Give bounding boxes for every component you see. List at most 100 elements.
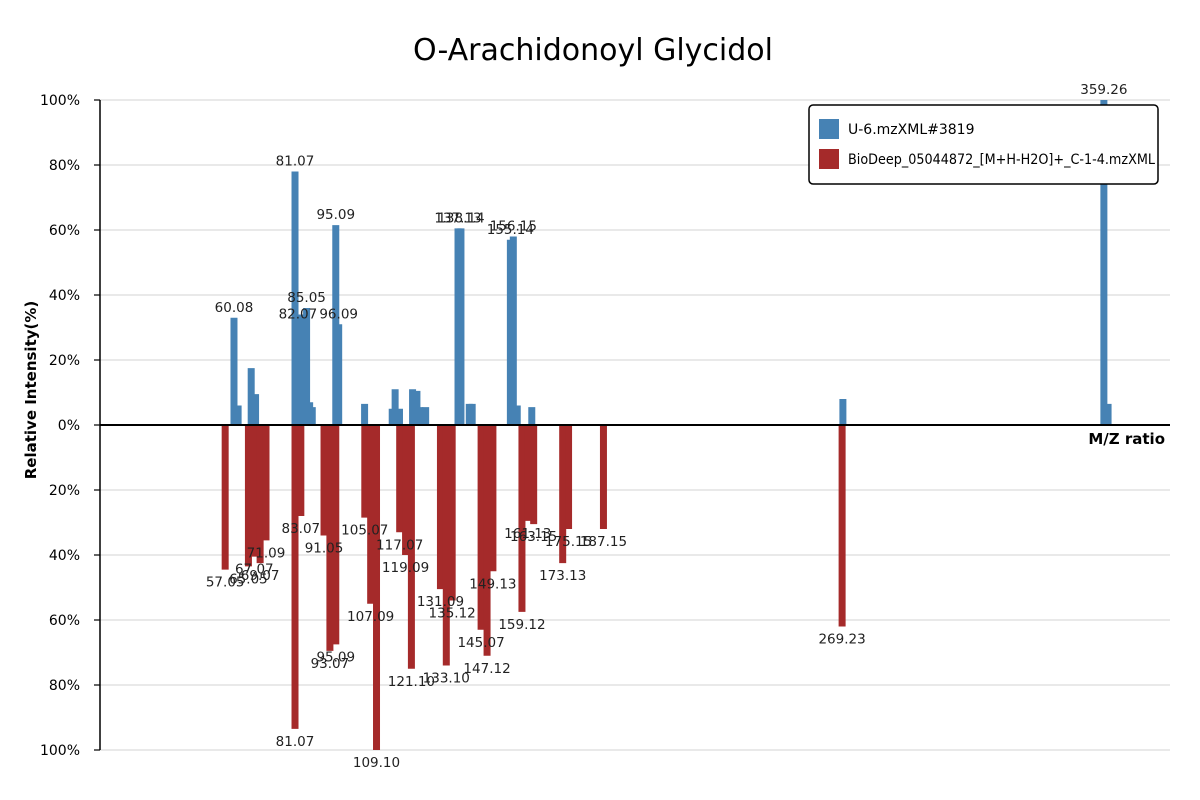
reference-peak-label: 83.07 [282, 521, 321, 537]
y-tick-label: 40% [49, 548, 80, 564]
reference-peak-label: 131.09 [417, 594, 464, 610]
query-peak-bar [839, 399, 847, 425]
reference-peak-label: 119.09 [382, 560, 429, 576]
reference-peak-bar [256, 425, 264, 564]
query-peak-bar [1100, 100, 1108, 425]
reference-peak-bar [530, 425, 538, 525]
reference-peak-label: 135.12 [429, 606, 476, 622]
y-tick-label: 20% [49, 353, 80, 369]
reference-peak-label: 105.07 [341, 523, 388, 539]
query-peak-label: 359.26 [1080, 82, 1127, 98]
reference-peak-label: 187.15 [580, 534, 627, 550]
reference-peak-bar [373, 425, 381, 750]
reference-peak-label: 67.07 [235, 562, 274, 578]
reference-peak-label: 133.10 [423, 671, 470, 687]
reference-peak-label: 269.23 [818, 632, 865, 648]
legend-box [808, 104, 1159, 185]
reference-peak-bar [559, 425, 567, 564]
query-peak-label: 137.13 [434, 210, 481, 226]
query-peak-bar [395, 408, 403, 425]
query-peak-label: 85.05 [287, 290, 326, 306]
legend-label-query: U-6.mzXML#3819 [848, 122, 974, 138]
query-peak-label: 60.08 [215, 300, 254, 316]
reference-peak-bar [524, 425, 532, 521]
reference-peak-bar [396, 425, 404, 533]
reference-peak-label: 109.10 [353, 755, 400, 771]
query-peak-bar [468, 403, 476, 425]
legend-swatch-query [819, 119, 839, 139]
query-peak-bar [234, 405, 242, 425]
reference-peak-bar [402, 425, 410, 555]
query-peak-label: 82.07 [279, 306, 318, 322]
query-peak-bar [416, 407, 424, 425]
reference-peak-bar [477, 425, 485, 630]
reference-peak-label: 149.13 [469, 576, 516, 592]
reference-peak-bar [262, 425, 270, 541]
reference-peak-bar [838, 425, 846, 627]
y-tick-label: 60% [49, 223, 80, 239]
query-peak-label: 96.09 [319, 306, 358, 322]
query-peak-label: 81.07 [276, 154, 315, 170]
y-tick-label: 100% [40, 93, 80, 109]
reference-peak-label: 71.09 [247, 545, 286, 561]
query-peak-bar [252, 394, 260, 425]
reference-peak-bar [448, 425, 456, 601]
reference-peak-label: 91.05 [305, 541, 344, 557]
query-peak-label: 138.14 [437, 210, 484, 226]
reference-peak-label: 65.05 [229, 571, 268, 587]
reference-peak-label: 173.13 [539, 568, 586, 584]
query-peak-bar [391, 389, 399, 425]
y-tick-label: 60% [49, 613, 80, 629]
reference-peak-bar [361, 425, 369, 518]
query-peak-bar [361, 403, 369, 425]
reference-peak-bar [244, 425, 252, 567]
reference-peak-label: 69.07 [241, 568, 280, 584]
reference-peak-bar [332, 425, 340, 645]
reference-peak-label: 161.13 [504, 526, 551, 542]
query-peak-bar [247, 368, 255, 425]
reference-peak-bar [407, 425, 415, 669]
reference-peak-label: 107.09 [347, 609, 394, 625]
query-peak-bar [1104, 403, 1112, 425]
reference-peak-label: 57.05 [206, 575, 245, 591]
y-axis-title: Relative Intensity(%) [22, 301, 40, 480]
y-tick-label: 80% [49, 158, 80, 174]
query-peak-bar [230, 317, 238, 425]
reference-peak-bar [320, 425, 328, 536]
query-peak-bar [422, 407, 430, 425]
reference-peak-bar [442, 425, 450, 666]
reference-peak-label: 159.12 [498, 617, 545, 633]
reference-peak-bar [367, 425, 375, 604]
query-peak-bar [291, 171, 299, 425]
query-peak-label: 156.15 [490, 219, 537, 235]
y-tick-label: 0% [58, 418, 80, 434]
reference-peak-bar [250, 425, 258, 557]
legend: U-6.mzXML#3819 BioDeep_05044872_[M+H-H2O… [808, 104, 1159, 185]
y-axis-ticks: 100% 80% 60% 40% 20% 0% 20% 40% 60% 80% 100% [40, 93, 100, 759]
reference-peak-bar [518, 425, 526, 612]
reference-peak-bar [326, 425, 334, 651]
reference-peak-label: 81.07 [276, 734, 315, 750]
gridlines [100, 99, 1170, 751]
query-peak-bar [409, 389, 417, 425]
y-tick-label: 20% [49, 483, 80, 499]
reference-peak-label: 147.12 [463, 661, 510, 677]
query-peak-label: 155.14 [487, 222, 534, 238]
reference-peak-bar [297, 425, 305, 516]
query-peak-label: 95.09 [316, 207, 355, 223]
query-peak-bar [509, 236, 517, 425]
reference-peak-label: 95.09 [316, 649, 355, 665]
reference-peak-bar [221, 425, 229, 570]
query-peak-bar [303, 308, 311, 425]
reference-peak-label: 93.07 [311, 656, 350, 672]
chart-title: O-Arachidonoyl Glycidol [413, 33, 773, 68]
query-peak-bar [528, 407, 536, 425]
legend-swatch-reference [819, 149, 839, 169]
query-peak-bar [335, 324, 343, 425]
query-peak-bar [513, 405, 521, 425]
reference-peak-bar [291, 425, 299, 729]
query-peak-bar [308, 407, 316, 425]
reference-peak-label: 117.07 [376, 537, 423, 553]
